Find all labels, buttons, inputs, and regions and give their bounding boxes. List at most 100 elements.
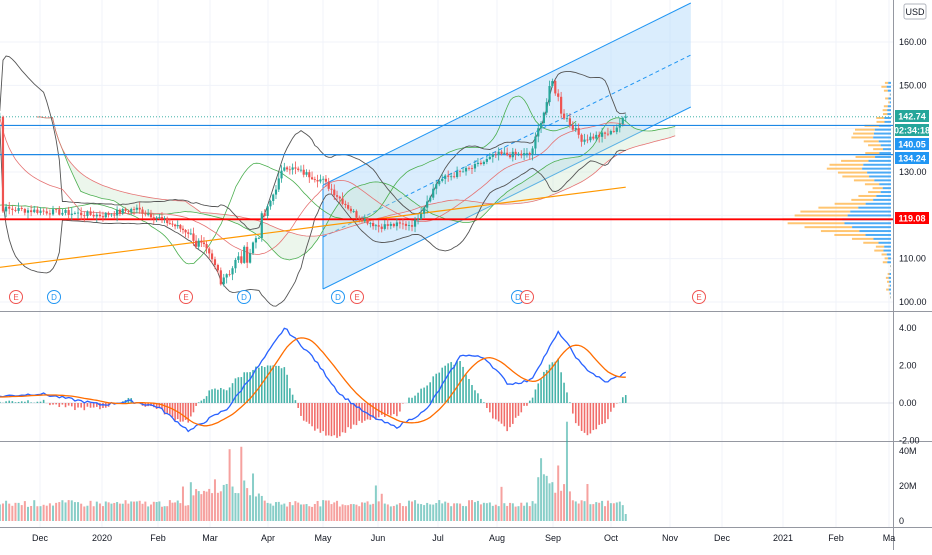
candle-body xyxy=(384,224,386,229)
volume-bar xyxy=(237,493,239,521)
candle-body xyxy=(49,213,51,214)
candle-body xyxy=(546,102,548,113)
volume-bar xyxy=(0,504,1,521)
macd-histogram-bar xyxy=(584,403,586,433)
volume-bar xyxy=(113,503,115,521)
candle-body xyxy=(30,210,32,212)
candle-body xyxy=(540,123,542,128)
volume-profile-bar-down xyxy=(890,94,891,96)
volume-profile-bar-down xyxy=(834,234,865,236)
macd-histogram-bar xyxy=(453,365,455,403)
candle-body xyxy=(311,177,313,179)
volume-bar xyxy=(110,504,112,521)
macd-histogram-bar xyxy=(208,390,210,403)
candle-body xyxy=(548,86,550,102)
volume-bar xyxy=(537,477,539,521)
time-axis-label: 2020 xyxy=(92,533,112,543)
volume-bar xyxy=(378,501,380,521)
volume-bar xyxy=(560,491,562,521)
volume-bar xyxy=(480,504,482,521)
candle-body xyxy=(387,224,389,226)
volume-bar xyxy=(420,504,422,521)
macd-histogram-bar xyxy=(501,403,503,424)
candle-body xyxy=(583,140,585,142)
candle-body xyxy=(378,225,380,226)
macd-histogram-bar xyxy=(342,403,344,432)
volume-bar xyxy=(30,506,32,521)
candle-body xyxy=(217,265,219,270)
macd-histogram-bar xyxy=(211,389,213,403)
volume-bar xyxy=(399,503,401,521)
candle-body xyxy=(74,213,76,214)
volume-bar xyxy=(243,480,245,521)
candle-body xyxy=(166,218,168,223)
candle-body xyxy=(205,244,207,248)
macd-histogram-bar xyxy=(477,393,479,403)
macd-histogram-bar xyxy=(375,403,377,419)
volume-bar xyxy=(108,502,110,521)
candle-body xyxy=(423,208,425,214)
candle-body xyxy=(435,184,437,188)
macd-histogram-bar xyxy=(537,383,539,403)
macd-histogram-bar xyxy=(278,366,280,403)
candle-body xyxy=(353,211,355,212)
volume-bar xyxy=(540,458,542,521)
candle-body xyxy=(328,182,330,189)
candle-body xyxy=(52,209,54,214)
time-axis-label: Feb xyxy=(150,533,166,543)
volume-bar xyxy=(506,506,508,521)
volume-bar xyxy=(58,502,60,521)
volume-bar xyxy=(211,493,213,521)
volume-bar xyxy=(8,504,10,521)
candle-body xyxy=(441,179,443,181)
macd-histogram-bar xyxy=(578,403,580,426)
candle-body xyxy=(622,118,624,124)
volume-bar xyxy=(604,506,606,521)
candle-body xyxy=(169,223,171,224)
macd-histogram-bar xyxy=(408,398,410,403)
volume-profile-bar-down xyxy=(851,199,873,201)
volume-bar xyxy=(119,504,121,521)
volume-profile-bar-down xyxy=(865,183,879,185)
volume-bar xyxy=(551,482,553,521)
price-tick-label: 160.00 xyxy=(899,37,927,47)
volume-bar xyxy=(125,500,127,521)
candle-body xyxy=(569,118,571,125)
macd-histogram-bar xyxy=(83,403,85,410)
candle-body xyxy=(366,219,368,224)
macd-histogram-bar xyxy=(358,403,360,421)
candle-body xyxy=(465,168,467,172)
volume-bar xyxy=(396,505,398,521)
macd-histogram-bar xyxy=(303,403,305,421)
macd-histogram-bar xyxy=(174,403,176,421)
volume-bar xyxy=(153,502,155,521)
volume-profile-bar-down xyxy=(876,246,884,248)
price-tick-label: 130.00 xyxy=(899,167,927,177)
volume-profile-bar-up xyxy=(858,207,891,209)
volume-profile-bar-up xyxy=(887,261,891,263)
candle-body xyxy=(468,168,470,169)
candle-body xyxy=(292,167,294,169)
price-tick-label: 150.00 xyxy=(899,80,927,90)
macd-histogram-bar xyxy=(30,402,32,403)
candle-body xyxy=(297,169,299,170)
macd-histogram-bar xyxy=(214,389,216,403)
candle-body xyxy=(607,134,609,135)
macd-histogram-bar xyxy=(284,367,286,403)
candle-body xyxy=(509,155,511,157)
candle-body xyxy=(512,152,514,157)
candle-body xyxy=(520,154,522,156)
volume-bar xyxy=(281,505,283,521)
macd-histogram-bar xyxy=(62,403,64,405)
macd-histogram-bar xyxy=(429,382,431,403)
macd-histogram-bar xyxy=(353,403,355,425)
candle-body xyxy=(529,153,531,155)
volume-bar xyxy=(355,505,357,521)
volume-profile-bar-down xyxy=(800,211,850,213)
macd-histogram-bar xyxy=(166,403,168,414)
macd-histogram-bar xyxy=(226,390,228,403)
candle-body xyxy=(578,128,580,135)
macd-histogram-bar xyxy=(289,388,291,403)
